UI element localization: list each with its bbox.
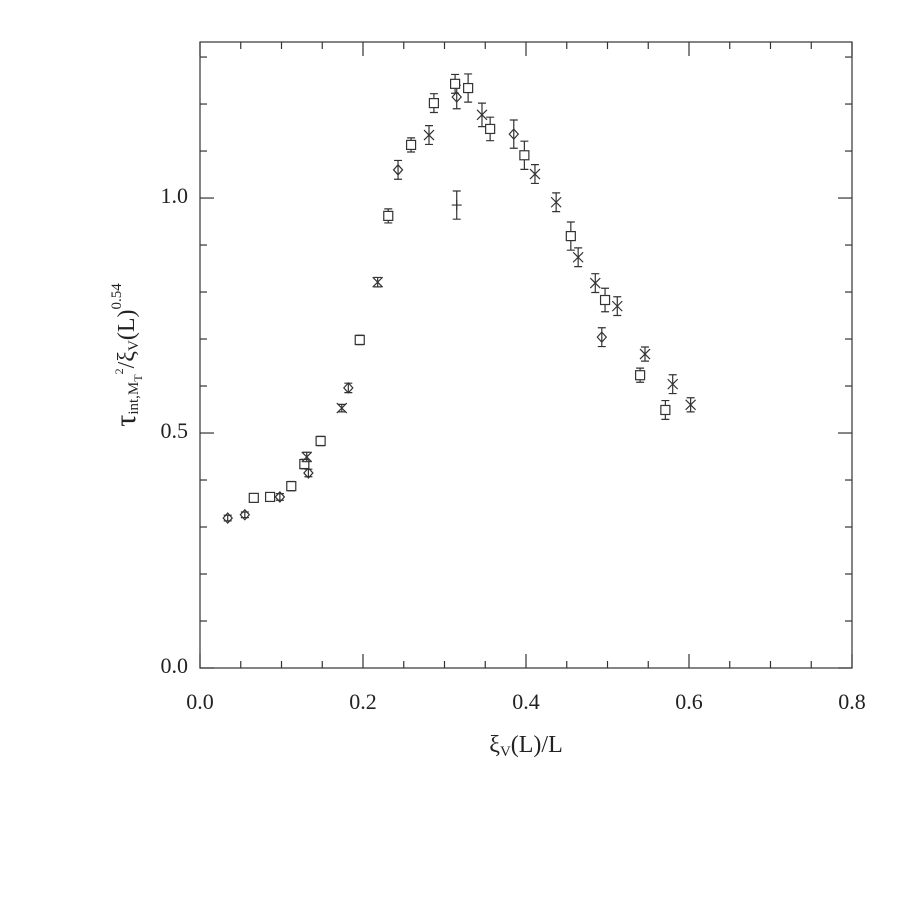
error-bar [394, 159, 403, 180]
data-point [550, 196, 562, 208]
data-point [372, 276, 384, 288]
data-point [222, 512, 234, 524]
data-point [667, 378, 679, 390]
data-point [599, 294, 611, 306]
data-point [634, 370, 646, 381]
axis-label-part: 0.54 [109, 283, 125, 310]
data-point [596, 331, 608, 344]
data-point [301, 451, 313, 463]
error-bar [344, 382, 353, 394]
data-point [286, 481, 297, 492]
data-point [565, 230, 576, 242]
x-tick-label: 0.8 [838, 689, 866, 714]
x-tick-label: 0.2 [349, 689, 377, 714]
axis-label-part: (L)/L [511, 732, 563, 758]
plot-frame [199, 41, 853, 669]
axis-label-part: V [500, 744, 511, 760]
axis-label-part: V [126, 340, 142, 351]
data-point [572, 251, 584, 263]
data-point [519, 150, 530, 161]
data-point [508, 128, 520, 141]
data-point [354, 334, 365, 346]
axis-label-part: τ [109, 415, 142, 427]
axis-label-part: /ξ [114, 351, 140, 369]
axis-label-part: 2 [112, 368, 126, 374]
axis-label-part: int,M [126, 382, 142, 415]
error-bar [275, 493, 284, 501]
data-point [303, 467, 314, 479]
data-point [423, 129, 435, 141]
axis-label: τint,MT2/ξV(L)0.54 [109, 283, 145, 427]
data-point [449, 78, 461, 89]
y-tick-label: 1.0 [161, 183, 189, 208]
x-tick-label: 0.4 [512, 689, 540, 714]
data-point [611, 300, 623, 312]
data-point [639, 348, 651, 360]
data-point [383, 210, 394, 221]
data-point [451, 200, 462, 211]
data-point [451, 91, 463, 103]
data-point [660, 404, 671, 416]
data-point [589, 277, 601, 289]
data-point [428, 97, 440, 109]
axis-label-part: T [131, 374, 145, 382]
axis-label-part: ξ [489, 732, 500, 758]
data-point [685, 399, 697, 411]
data-point [299, 458, 310, 470]
data-point [239, 508, 251, 521]
x-tick-label: 0.6 [675, 689, 703, 714]
data-point [463, 82, 474, 94]
data-point [248, 492, 259, 503]
data-point [405, 139, 417, 151]
error-bar [509, 119, 518, 149]
data-point [264, 491, 276, 503]
y-tick-label: 0.0 [161, 653, 189, 678]
data-point [392, 163, 404, 176]
y-tick-label: 0.5 [161, 418, 189, 443]
data-point [274, 491, 286, 503]
data-point [315, 435, 326, 447]
data-point [529, 168, 541, 180]
data-point [476, 109, 488, 121]
axis-label-part: (L) [114, 310, 140, 341]
error-bar [597, 327, 606, 348]
data-point [485, 123, 496, 135]
data-point [336, 402, 348, 414]
data-point [343, 382, 354, 394]
axis-label: ξV(L)/L [489, 732, 563, 761]
x-tick-label: 0.0 [186, 689, 214, 714]
